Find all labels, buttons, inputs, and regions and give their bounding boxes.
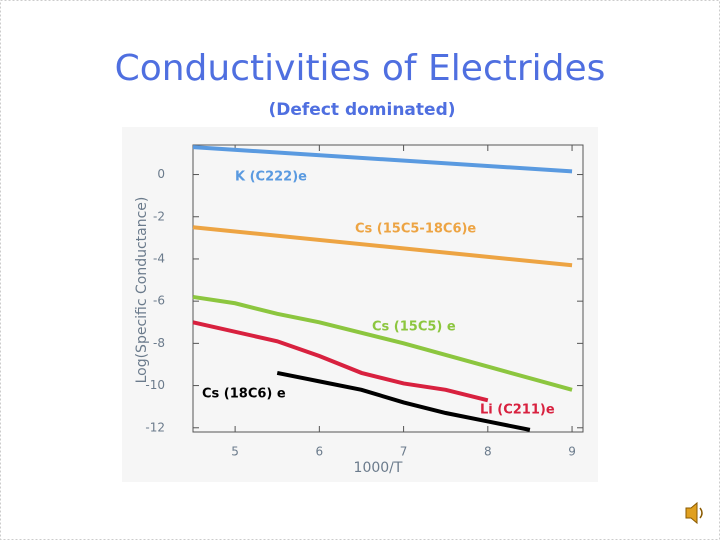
x-axis-label: 1000/T xyxy=(354,460,403,476)
speaker-icon xyxy=(685,501,703,525)
y-tick-label: 0 xyxy=(157,167,165,181)
x-tick-label: 8 xyxy=(484,445,492,459)
series-label: Li (C211)e xyxy=(480,403,555,418)
series-line xyxy=(192,225,573,268)
y-tick-label: -10 xyxy=(145,378,165,392)
y-tick-label: -8 xyxy=(153,336,165,350)
x-tick-label: 6 xyxy=(316,445,324,459)
y-tick-label: -12 xyxy=(145,420,165,434)
figure-background xyxy=(122,127,598,482)
series-line xyxy=(192,145,573,174)
series-label: Cs (18C6) e xyxy=(202,387,286,402)
chart-subtitle: (Defect dominated) xyxy=(268,100,455,120)
series-line xyxy=(192,320,489,403)
y-axis-label: Log(Specific Conductance) xyxy=(134,197,150,384)
series-line xyxy=(276,370,531,432)
y-tick-label: -6 xyxy=(153,294,165,308)
plot-frame xyxy=(192,144,584,433)
x-tick-label: 5 xyxy=(231,445,239,459)
series-line xyxy=(192,294,573,392)
x-tick-label: 7 xyxy=(400,445,408,459)
series-label: K (C222)e xyxy=(235,170,307,185)
series-label: Cs (15C5-18C6)e xyxy=(355,222,476,237)
x-tick-label: 9 xyxy=(568,445,576,459)
y-tick-label: -2 xyxy=(153,209,165,223)
chart-title: Conductivities of Electrides xyxy=(115,48,606,89)
series-label: Cs (15C5) e xyxy=(372,320,456,335)
y-tick-label: -4 xyxy=(153,251,165,265)
